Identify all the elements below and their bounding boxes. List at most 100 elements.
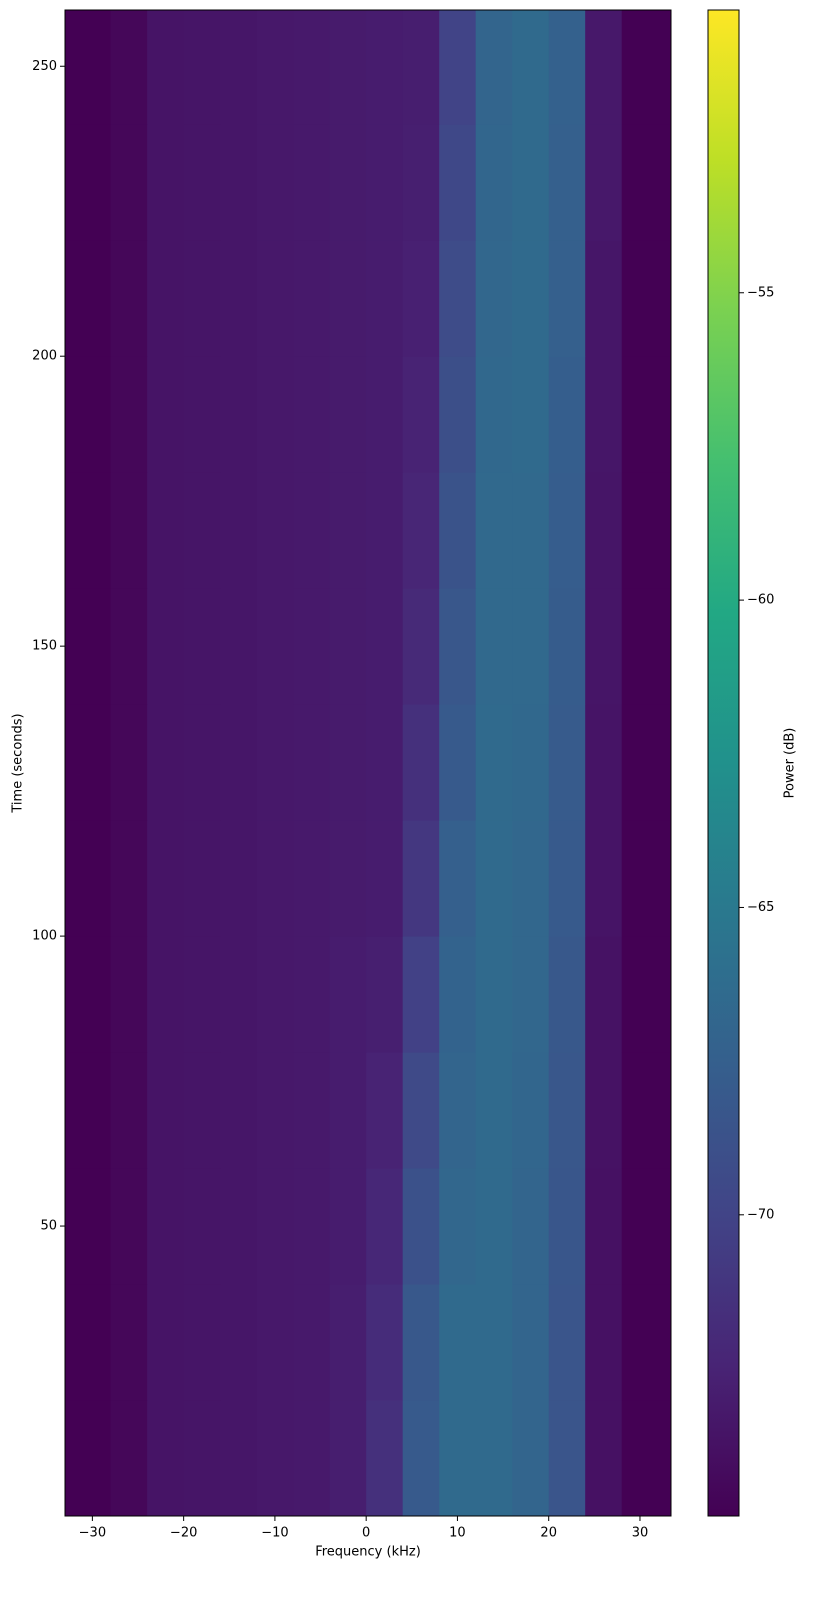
heatmap-cell bbox=[439, 240, 477, 357]
heatmap-cell bbox=[585, 1168, 623, 1285]
y-tick-label: 100 bbox=[32, 929, 57, 944]
heatmap-cell bbox=[621, 10, 672, 125]
heatmap-cell bbox=[621, 1284, 672, 1401]
heatmap-cell bbox=[147, 588, 185, 705]
heatmap-cell bbox=[366, 240, 404, 357]
heatmap-cell bbox=[256, 124, 294, 241]
heatmap-cell bbox=[548, 936, 586, 1053]
heatmap-cell bbox=[512, 936, 550, 1053]
heatmap-cell bbox=[110, 820, 148, 937]
heatmap-cell bbox=[110, 10, 148, 125]
heatmap-cell bbox=[256, 1168, 294, 1285]
heatmap-cell bbox=[329, 936, 367, 1053]
heatmap-cell bbox=[621, 1400, 672, 1517]
plot-frame bbox=[64, 9, 672, 1517]
heatmap-cell bbox=[329, 704, 367, 821]
heatmap-cell bbox=[220, 124, 258, 241]
heatmap-cell bbox=[439, 1400, 477, 1517]
heatmap-cell bbox=[293, 240, 331, 357]
x-axis-label: Frequency (kHz) bbox=[315, 1545, 421, 1560]
heatmap-cell bbox=[110, 588, 148, 705]
heatmap-cell bbox=[65, 10, 112, 125]
heatmap-cell bbox=[256, 820, 294, 937]
heatmap-cell bbox=[220, 704, 258, 821]
heatmap-cell bbox=[293, 472, 331, 589]
heatmap-cell bbox=[65, 240, 112, 357]
heatmap-cell bbox=[439, 820, 477, 937]
heatmap-cell bbox=[475, 936, 513, 1053]
heatmap-cell bbox=[293, 588, 331, 705]
heatmap-cell bbox=[110, 240, 148, 357]
heatmap-cell bbox=[475, 472, 513, 589]
heatmap-cell bbox=[65, 1168, 112, 1285]
heatmap-cell bbox=[439, 472, 477, 589]
heatmap-cell bbox=[475, 356, 513, 473]
heatmap-cell bbox=[329, 356, 367, 473]
heatmap-cell bbox=[512, 588, 550, 705]
heatmap-cell bbox=[220, 820, 258, 937]
heatmap-cell bbox=[110, 356, 148, 473]
heatmap-cell bbox=[183, 1400, 221, 1517]
heatmap-cell bbox=[329, 240, 367, 357]
heatmap-cell bbox=[366, 356, 404, 473]
heatmap-cell bbox=[548, 124, 586, 241]
heatmap-cell bbox=[475, 820, 513, 937]
heatmap-cell bbox=[147, 10, 185, 125]
heatmap-cell bbox=[256, 10, 294, 125]
heatmap-cell bbox=[402, 588, 440, 705]
heatmap-cell bbox=[147, 936, 185, 1053]
heatmap-cell bbox=[475, 1284, 513, 1401]
heatmap-cell bbox=[329, 10, 367, 125]
heatmap-cell bbox=[110, 124, 148, 241]
heatmap-cell bbox=[329, 124, 367, 241]
heatmap-cell bbox=[293, 356, 331, 473]
heatmap-cell bbox=[621, 1052, 672, 1169]
heatmap-cell bbox=[475, 588, 513, 705]
heatmap-cell bbox=[220, 936, 258, 1053]
heatmap-cell bbox=[183, 704, 221, 821]
heatmap-cell bbox=[439, 1168, 477, 1285]
y-tick-label: 50 bbox=[40, 1219, 57, 1234]
x-tick-label: 0 bbox=[362, 1526, 370, 1541]
heatmap-cell bbox=[512, 1400, 550, 1517]
heatmap-cell bbox=[65, 1284, 112, 1401]
heatmap-cell bbox=[183, 472, 221, 589]
heatmap-cell bbox=[548, 1168, 586, 1285]
heatmap-cell bbox=[548, 1052, 586, 1169]
heatmap-cell bbox=[548, 1284, 586, 1401]
heatmap-cell bbox=[147, 704, 185, 821]
heatmap-cell bbox=[475, 1168, 513, 1285]
heatmap-cell bbox=[439, 1052, 477, 1169]
heatmap-cell bbox=[147, 1168, 185, 1285]
heatmap-cell bbox=[256, 936, 294, 1053]
heatmap-cell bbox=[512, 1052, 550, 1169]
heatmap-cell bbox=[366, 1400, 404, 1517]
heatmap-cell bbox=[548, 820, 586, 937]
heatmap-cell bbox=[329, 472, 367, 589]
heatmap-cell bbox=[585, 704, 623, 821]
heatmap-cell bbox=[621, 820, 672, 937]
heatmap-cell bbox=[621, 588, 672, 705]
heatmap-cell bbox=[183, 356, 221, 473]
heatmap-cell bbox=[585, 10, 623, 125]
heatmap-cell bbox=[439, 124, 477, 241]
heatmap-cell bbox=[475, 124, 513, 241]
heatmap-cell bbox=[402, 472, 440, 589]
heatmap-cell bbox=[183, 936, 221, 1053]
heatmap-cell bbox=[329, 1284, 367, 1401]
heatmap-cell bbox=[147, 1284, 185, 1401]
heatmap-cell bbox=[183, 124, 221, 241]
heatmap-cell bbox=[220, 356, 258, 473]
heatmap-cell bbox=[439, 1284, 477, 1401]
colorbar-tick-label: −55 bbox=[747, 285, 774, 300]
heatmap-cell bbox=[366, 472, 404, 589]
heatmap-cell bbox=[548, 588, 586, 705]
heatmap-cell bbox=[110, 472, 148, 589]
heatmap-cell bbox=[585, 124, 623, 241]
heatmap-cell bbox=[475, 1400, 513, 1517]
heatmap-cell bbox=[585, 588, 623, 705]
y-tick-label: 250 bbox=[32, 59, 57, 74]
heatmap-cell bbox=[183, 1168, 221, 1285]
heatmap-cell bbox=[110, 1284, 148, 1401]
